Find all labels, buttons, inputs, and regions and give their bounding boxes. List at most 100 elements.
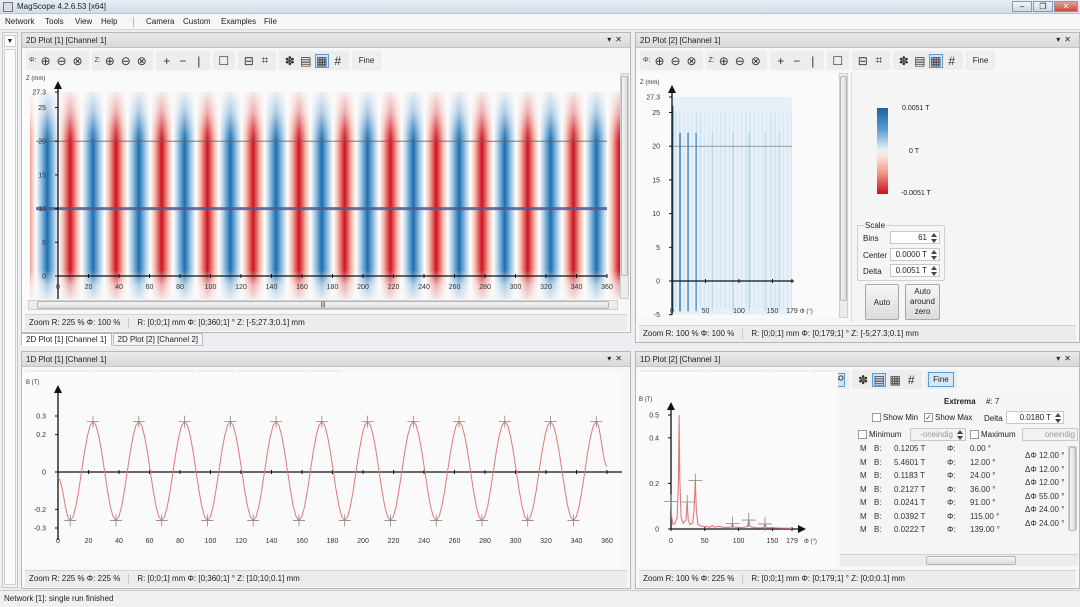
auto-around-zero-button[interactable]: Auto around zero bbox=[905, 284, 940, 320]
grid-icon[interactable]: # bbox=[334, 53, 342, 68]
spinner-arrows-icon[interactable] bbox=[931, 250, 937, 260]
menu-network[interactable]: Network bbox=[5, 17, 35, 26]
show-min-checkbox[interactable]: Show Min bbox=[872, 413, 918, 423]
extrema-scrollbar[interactable] bbox=[1068, 446, 1077, 531]
zoom-out-icon[interactable]: ⊖ bbox=[734, 53, 745, 68]
line-plot[interactable]: 0 20 40 60 80 100 120 140 160 180 200 220 240 260 280 3… bbox=[22, 372, 622, 568]
minus-icon[interactable]: − bbox=[793, 53, 801, 68]
toolbar-group: ✽▤▦ # bbox=[852, 370, 923, 389]
maximum-input[interactable]: oneindig bbox=[1022, 428, 1078, 441]
extremum-marker bbox=[361, 415, 374, 428]
zoom-in-icon[interactable]: ⊕ bbox=[718, 53, 729, 68]
delta-spinner[interactable]: 0.0051 T bbox=[890, 264, 940, 277]
dock-dropdown-button[interactable]: ▼ bbox=[4, 35, 16, 47]
panel-menu-close-icons[interactable]: ▾✕ bbox=[1056, 354, 1075, 363]
grid-icon[interactable]: # bbox=[948, 53, 956, 68]
spinner-arrows-icon[interactable] bbox=[931, 266, 937, 276]
palette-icon[interactable]: ✽ bbox=[284, 53, 295, 68]
plus-icon[interactable]: + bbox=[777, 53, 785, 68]
center-spinner[interactable]: 0.0000 T bbox=[890, 248, 940, 261]
grid-icon[interactable]: # bbox=[907, 372, 915, 387]
close-button[interactable]: ✕ bbox=[1054, 1, 1078, 12]
menu-help[interactable]: Help bbox=[101, 17, 118, 26]
palette-icon[interactable]: ✽ bbox=[858, 372, 869, 387]
zoom-out-icon[interactable]: ⊖ bbox=[120, 53, 131, 68]
zoom-reset-icon[interactable]: ⊗ bbox=[750, 53, 761, 68]
x-tick-label: 40 bbox=[115, 284, 123, 291]
delta-phi-value: 12.00 ° bbox=[1036, 464, 1065, 474]
checkbox-icon[interactable]: ✓ bbox=[924, 413, 933, 423]
y-tick-label: 15 bbox=[652, 177, 660, 184]
minimum-checkbox[interactable]: Minimum bbox=[858, 430, 901, 440]
selection-icon[interactable]: ▦ bbox=[314, 53, 329, 68]
spinner-arrows-icon[interactable] bbox=[1055, 413, 1061, 423]
zoom-reset-icon[interactable]: ⊗ bbox=[686, 53, 697, 68]
extrema-phi: 12.00 ° bbox=[970, 457, 996, 467]
crop-icon[interactable]: ⌗ bbox=[261, 53, 269, 67]
checkbox-icon[interactable] bbox=[872, 413, 881, 423]
heatmap-plot[interactable]: 0 50 100 150 179 -5 0 5 10 15 20 25 27.3 Z (mm) Φ (°) bbox=[636, 73, 838, 318]
spinner-arrows-icon[interactable] bbox=[957, 430, 963, 440]
zoom-reset-icon[interactable]: ⊗ bbox=[72, 53, 83, 68]
menu-examples[interactable]: Examples bbox=[221, 17, 257, 26]
legend-icon[interactable]: ▤ bbox=[914, 53, 926, 68]
menu-tools[interactable]: Tools bbox=[45, 17, 64, 26]
zoom-out-icon[interactable]: ⊖ bbox=[670, 53, 681, 68]
zoom-in-icon[interactable]: ⊕ bbox=[104, 53, 115, 68]
dock-scrollbar[interactable] bbox=[4, 49, 16, 585]
extrema-hscroll[interactable] bbox=[840, 554, 1078, 566]
fine-button[interactable]: Fine bbox=[928, 372, 954, 387]
tab-2d-plot-2[interactable]: 2D Plot [2] [Channel 2] bbox=[112, 333, 203, 346]
rectangle-icon[interactable]: ☐ bbox=[218, 53, 230, 68]
selection-icon[interactable]: ▦ bbox=[928, 53, 943, 68]
menu-file[interactable]: File bbox=[264, 17, 277, 26]
minimize-button[interactable]: – bbox=[1012, 1, 1032, 12]
selection-icon[interactable]: ▦ bbox=[889, 372, 901, 387]
fine-button[interactable]: Fine bbox=[354, 54, 379, 67]
x-tick-label: 300 bbox=[510, 284, 522, 291]
zoom-out-icon[interactable]: ⊖ bbox=[56, 53, 67, 68]
crop-icon[interactable]: ⌗ bbox=[875, 53, 883, 67]
panel-menu-close-icons[interactable]: ▾✕ bbox=[1056, 35, 1075, 44]
maximum-checkbox[interactable]: Maximum bbox=[970, 430, 1016, 440]
checkbox-icon[interactable] bbox=[858, 430, 867, 440]
fine-button[interactable]: Fine bbox=[968, 54, 993, 67]
legend-icon[interactable]: ▤ bbox=[872, 372, 887, 387]
maximize-button[interactable]: ❐ bbox=[1033, 1, 1053, 12]
zoom-in-icon[interactable]: ⊕ bbox=[40, 53, 51, 68]
horizontal-scrollbar[interactable]: ||| bbox=[28, 300, 618, 310]
fit-icon[interactable]: ⊟ bbox=[243, 53, 254, 68]
minus-icon[interactable]: − bbox=[179, 53, 187, 68]
toolbar-group: Z: ⊕ ⊖ ⊗ bbox=[705, 51, 767, 70]
y-tick-label: 0.2 bbox=[36, 432, 46, 439]
heatmap-plot[interactable]: 0 20 40 60 80 100 120 140 160 180 200 220 240 260 280 3… bbox=[22, 73, 620, 299]
bins-spinner[interactable]: 61 bbox=[890, 231, 940, 244]
menu-view[interactable]: View bbox=[75, 17, 93, 26]
extremum-marker bbox=[741, 513, 756, 528]
legend-icon[interactable]: ▤ bbox=[300, 53, 312, 68]
vertical-scrollbar[interactable] bbox=[839, 73, 848, 318]
vertical-scrollbar[interactable] bbox=[620, 73, 629, 299]
minimum-input[interactable]: -oneindig bbox=[910, 428, 966, 441]
y-axis-label: Z (mm) bbox=[26, 76, 45, 82]
rectangle-icon[interactable]: ☐ bbox=[832, 53, 844, 68]
zoom-in-icon[interactable]: ⊕ bbox=[654, 53, 665, 68]
palette-icon[interactable]: ✽ bbox=[898, 53, 909, 68]
vertical-line-icon[interactable]: | bbox=[811, 53, 815, 68]
tab-2d-plot-1[interactable]: 2D Plot [1] [Channel 1] bbox=[21, 333, 112, 346]
panel-menu-close-icons[interactable]: ▾✕ bbox=[607, 35, 626, 44]
show-max-checkbox[interactable]: ✓ Show Max bbox=[924, 413, 972, 423]
menu-camera[interactable]: Camera bbox=[146, 17, 175, 26]
vertical-line-icon[interactable]: | bbox=[197, 53, 201, 68]
checkbox-icon[interactable] bbox=[970, 430, 979, 440]
line-plot[interactable]: 0 50 100 150 179 0 0.2 0.4 0.5 B (T) Φ (°) bbox=[636, 372, 838, 568]
panel-menu-close-icons[interactable]: ▾✕ bbox=[607, 354, 626, 363]
extrema-delta-spinner[interactable]: 0.0180 T bbox=[1006, 411, 1064, 424]
menu-custom[interactable]: Custom bbox=[183, 17, 211, 26]
x-tick-label: 200 bbox=[357, 538, 369, 545]
plus-icon[interactable]: + bbox=[163, 53, 171, 68]
zoom-reset-icon[interactable]: ⊗ bbox=[136, 53, 147, 68]
auto-button[interactable]: Auto bbox=[865, 284, 899, 320]
fit-icon[interactable]: ⊟ bbox=[857, 53, 868, 68]
spinner-arrows-icon[interactable] bbox=[931, 233, 937, 243]
